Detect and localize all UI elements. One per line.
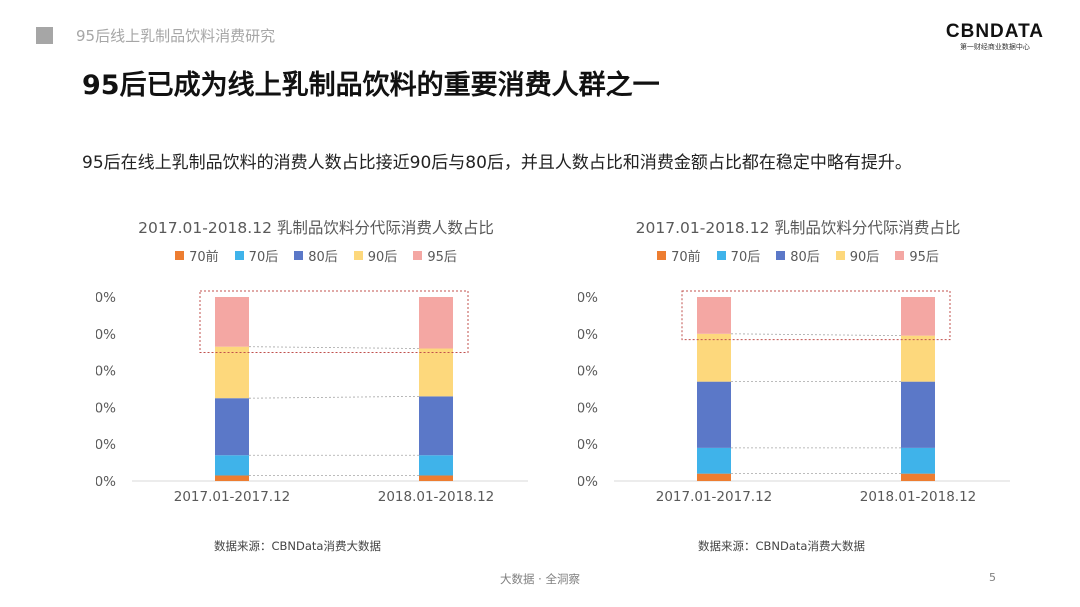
highlight-box: [199, 290, 469, 354]
bar-segment: [901, 381, 935, 448]
legend-item: 95后: [895, 246, 939, 265]
logo-main-text: CBNDATA: [945, 21, 1044, 42]
chart-consumer-count-share: 0% 20% 40% 60% 80% 100% 2017.01-2017.12 2018.01…: [96, 210, 536, 560]
bar-segment: [419, 297, 453, 349]
legend-item: 80后: [776, 246, 820, 265]
legend-item: 90后: [835, 246, 880, 265]
footer-slogan: 大数据 · 全洞察: [500, 572, 580, 586]
bar-segment: [215, 346, 249, 399]
legend-swatch: [294, 251, 304, 260]
bar-segment: [697, 447, 731, 474]
y-tick-label: 40%: [578, 400, 598, 416]
chart-title: 2017.01-2018.12 乳制品饮料分代际消费占比: [635, 219, 961, 237]
bar-segment: [901, 447, 935, 474]
highlight-box: [681, 290, 951, 341]
x-tick-label: 2017.01-2017.12: [174, 489, 291, 505]
legend-item: 80后: [294, 246, 338, 265]
page-number: 5: [989, 571, 996, 584]
y-tick-label: 0%: [96, 474, 116, 490]
legend-swatch: [895, 251, 905, 260]
bar-segment: [697, 473, 731, 481]
legend-label: 95后: [909, 250, 939, 265]
legend-label: 95后: [427, 250, 457, 265]
legend-swatch: [716, 251, 726, 260]
chart-legend: 70前 70后 80后 90后 95后: [578, 246, 1018, 265]
chart-legend: 70前 70后 80后 90后 95后: [96, 246, 536, 265]
y-tick-label: 100%: [578, 290, 598, 306]
bar-segment: [215, 475, 249, 481]
bar-segment: [419, 396, 453, 456]
series-connector-line: [730, 333, 902, 337]
y-tick-label: 60%: [96, 364, 116, 380]
bar-segment: [215, 455, 249, 476]
legend-swatch: [835, 251, 845, 260]
y-tick-label: 80%: [578, 327, 598, 343]
page-subtitle: 95后在线上乳制品饮料的消费人数占比接近90后与80后，并且人数占比和消费金额占…: [82, 153, 912, 173]
legend-item: 70前: [657, 246, 701, 265]
cbndata-logo: CBNDATA 第一财经商业数据中心: [946, 22, 1044, 52]
chart-title: 2017.01-2018.12 乳制品饮料分代际消费人数占比: [138, 219, 494, 237]
bar-segment: [901, 297, 935, 336]
legend-swatch: [175, 251, 185, 260]
legend-label: 90后: [849, 250, 880, 265]
legend-item: 70前: [175, 246, 219, 265]
y-tick-label: 20%: [96, 437, 116, 453]
y-tick-label: 60%: [578, 364, 598, 380]
legend-item: 70后: [234, 246, 279, 265]
legend-item: 90后: [353, 246, 398, 265]
legend-swatch: [234, 251, 244, 260]
y-tick-label: 20%: [578, 437, 598, 453]
chart-plot: 0% 20% 40% 60% 80% 100% 2017.01-2017.12 2018.01…: [96, 290, 528, 505]
series-connector-line: [248, 346, 420, 349]
chart-plot: 0% 20% 40% 60% 80% 100% 2017.01-2017.12 2018.01…: [578, 290, 1010, 505]
legend-label: 70后: [248, 250, 279, 265]
bar-segment: [215, 297, 249, 347]
legend-swatch: [413, 251, 423, 260]
legend-item: 95后: [413, 246, 457, 265]
bar-segment: [901, 335, 935, 382]
logo-sub-text: 第一财经商业数据中心: [959, 43, 1030, 51]
legend-swatch: [353, 251, 363, 260]
bar-segment: [697, 333, 731, 382]
bar-segment: [419, 475, 453, 481]
bar-segment: [419, 455, 453, 476]
series-connector-line: [248, 395, 420, 399]
bar-segment: [419, 348, 453, 397]
page-title: 95后已成为线上乳制品饮料的重要消费人群之一: [82, 70, 660, 101]
legend-label: 70前: [189, 250, 219, 265]
legend-label: 80后: [308, 250, 338, 265]
y-tick-label: 40%: [96, 400, 116, 416]
data-source: 数据来源：CBNData消费大数据: [698, 539, 865, 553]
x-tick-label: 2018.01-2018.12: [378, 489, 495, 505]
section-title: 95后线上乳制品饮料消费研究: [76, 27, 276, 45]
legend-label: 70前: [671, 250, 701, 265]
y-tick-label: 0%: [578, 474, 598, 490]
legend-swatch: [776, 251, 786, 260]
x-tick-label: 2018.01-2018.12: [860, 489, 977, 505]
bar-segment: [215, 398, 249, 456]
y-tick-label: 100%: [96, 290, 116, 306]
legend-label: 80后: [790, 250, 820, 265]
legend-label: 90后: [367, 250, 398, 265]
bar-segment: [901, 473, 935, 481]
bar-segment: [697, 297, 731, 334]
legend-label: 70后: [730, 250, 761, 265]
x-tick-label: 2017.01-2017.12: [656, 489, 773, 505]
data-source: 数据来源：CBNData消费大数据: [214, 539, 381, 553]
y-tick-label: 80%: [96, 327, 116, 343]
header-square-icon: [36, 27, 53, 44]
legend-item: 70后: [716, 246, 761, 265]
chart-consumption-share: 0% 20% 40% 60% 80% 100% 2017.01-2017.12 2018.01…: [578, 210, 1018, 560]
legend-swatch: [657, 251, 667, 260]
bar-segment: [697, 381, 731, 448]
